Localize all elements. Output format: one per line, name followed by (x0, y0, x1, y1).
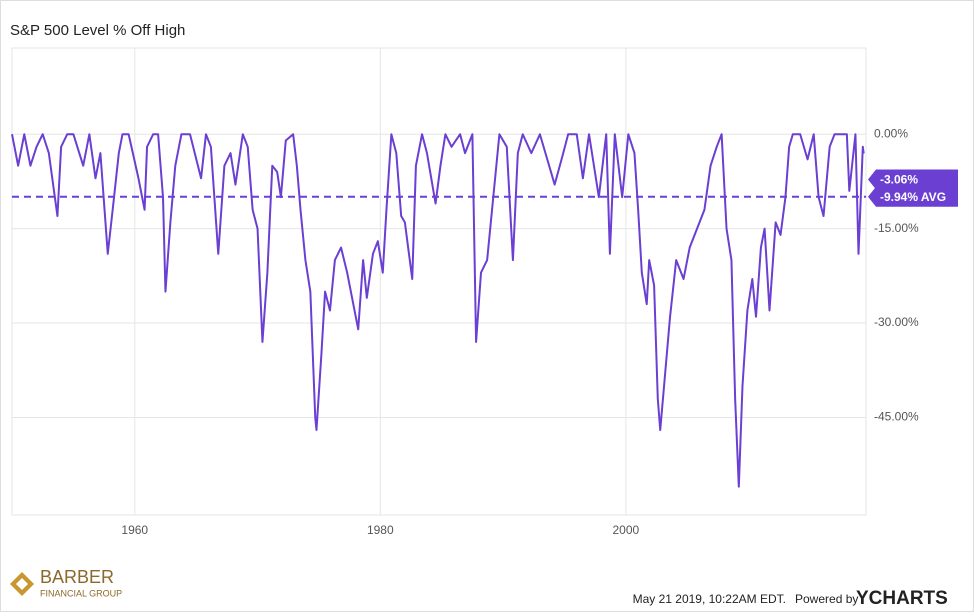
y-tick-label: -45.00% (874, 410, 919, 424)
logo-sub: FINANCIAL GROUP (40, 588, 122, 598)
logo-name: BARBER (40, 567, 114, 587)
powered-by: Powered by (795, 592, 858, 606)
label-text: -9.94% AVG (880, 190, 946, 204)
label-tag (868, 169, 958, 190)
x-tick-label: 1980 (367, 523, 394, 537)
y-tick-label: -30.00% (874, 315, 919, 329)
logo: BARBER FINANCIAL GROUP (10, 567, 122, 598)
x-tick-label: 2000 (613, 523, 640, 537)
brand[interactable]: YCHARTS (856, 588, 948, 609)
logo-mark-inner (16, 578, 28, 590)
x-tick-label: 1960 (121, 523, 148, 537)
line (11, 133, 865, 488)
timestamp: May 21 2019, 10:22AM EDT. (633, 592, 786, 606)
label-tag (868, 186, 958, 207)
y-tick-label: -15.00% (874, 221, 919, 235)
y-tick-label: 0.00% (874, 126, 908, 140)
chart-title: S&P 500 Level % Off High (10, 22, 185, 39)
plot-area (11, 47, 867, 516)
label-text: -3.06% (880, 173, 918, 187)
